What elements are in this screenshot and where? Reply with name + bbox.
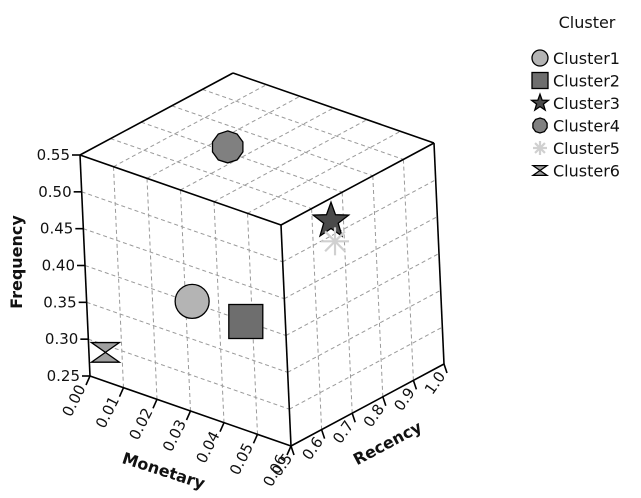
- cube-gridlines: [79, 72, 445, 447]
- legend-label-cluster5: Cluster5: [553, 139, 620, 158]
- z-tick-mark: [382, 396, 387, 407]
- x-tick-label: 0.05: [226, 440, 257, 478]
- gridline: [247, 130, 401, 214]
- legend-label-cluster6: Cluster6: [553, 162, 620, 181]
- x-tick-mark: [219, 422, 225, 432]
- z-tick-mark: [320, 429, 326, 439]
- gridline: [110, 138, 312, 210]
- cube-edge: [290, 363, 445, 447]
- cube-edge: [79, 154, 282, 226]
- y-tick-label: 0.30: [45, 330, 78, 348]
- gridline: [202, 88, 404, 160]
- x-tick-mark: [118, 387, 125, 397]
- gridline: [113, 84, 267, 168]
- x-tick-label: 0.02: [125, 405, 156, 443]
- marker-cluster5: [321, 227, 350, 256]
- z-tick-mark: [443, 363, 448, 374]
- cube-edge: [280, 224, 292, 447]
- y-tick-label: 0.50: [38, 183, 71, 201]
- y-tick-label: 0.35: [43, 293, 76, 311]
- z-tick-label: 0.6: [298, 434, 326, 464]
- legend-swatch-cluster3: [529, 92, 551, 112]
- x-tick-label: 0.03: [159, 417, 190, 455]
- legend-swatch-cluster5: [533, 141, 547, 155]
- legend-swatch-cluster2: [531, 71, 549, 90]
- y-tick-label: 0.55: [37, 146, 70, 164]
- legend-label-cluster2: Cluster2: [553, 72, 620, 91]
- gridline: [171, 105, 373, 177]
- gridline: [287, 289, 441, 373]
- cube-edge: [280, 142, 435, 226]
- marker-cluster3: [311, 200, 351, 238]
- marker-cluster6: [89, 341, 122, 363]
- gridline: [81, 191, 283, 263]
- z-tick-mark: [412, 380, 418, 390]
- legend-label-cluster3: Cluster3: [553, 94, 620, 113]
- legend-swatch-cluster6: [530, 164, 550, 177]
- legend-swatch-cluster1: [531, 49, 549, 67]
- cube-edge: [232, 72, 435, 144]
- gridline: [289, 326, 443, 410]
- legend: Cluster Cluster1 Cluster2 Cluster3 Cluster4…: [529, 13, 620, 181]
- x-tick-mark: [286, 445, 292, 456]
- gridline: [402, 159, 414, 381]
- gridline: [311, 208, 323, 430]
- z-axis-title: Recency: [350, 417, 425, 469]
- z-tick-label: 0.9: [390, 384, 418, 414]
- gridline: [83, 228, 285, 300]
- asterisk-stroke: [324, 230, 346, 252]
- gridline: [213, 119, 368, 203]
- gridline: [86, 301, 288, 373]
- legend-title: Cluster: [559, 13, 616, 32]
- asterisk-stroke: [534, 142, 546, 154]
- z-tick-label: 0.8: [360, 401, 388, 431]
- z-tick-label: 1.0: [421, 368, 449, 398]
- z-tick-mark: [351, 412, 356, 423]
- x-tick-label: 0.04: [192, 428, 223, 466]
- marker-cluster1: [174, 283, 210, 320]
- x-tick-mark: [152, 399, 158, 409]
- legend-label-cluster4: Cluster4: [553, 117, 620, 136]
- marker-cluster4: [211, 130, 244, 164]
- legend-swatch-cluster4: [532, 117, 548, 134]
- y-tick-label: 0.45: [40, 220, 73, 238]
- gridline: [285, 253, 440, 336]
- y-tick-label: 0.40: [42, 257, 75, 275]
- x-tick-mark: [85, 375, 91, 386]
- gridline: [372, 175, 384, 397]
- y-axis-title: Frequency: [7, 215, 26, 309]
- gridline: [341, 192, 353, 414]
- cube-edges: [79, 72, 445, 447]
- y-tick-label: 0.25: [47, 367, 80, 385]
- z-tick-label: 0.7: [329, 417, 357, 447]
- marker-cluster2: [228, 303, 264, 340]
- gridline: [180, 107, 334, 191]
- z-tick-mark: [290, 445, 295, 456]
- gridline: [88, 338, 290, 410]
- x-tick-label: 0.01: [92, 393, 123, 431]
- cube-edge: [79, 72, 234, 156]
- gridline: [282, 179, 436, 263]
- x-tick-mark: [252, 434, 259, 444]
- x-tick-mark: [185, 410, 192, 421]
- cube-edge: [433, 142, 445, 365]
- legend-label-cluster1: Cluster1: [553, 49, 620, 68]
- x-tick-label: 0.00: [58, 382, 89, 420]
- data-markers: [89, 130, 351, 363]
- gridline: [141, 121, 343, 193]
- gridline: [284, 216, 438, 300]
